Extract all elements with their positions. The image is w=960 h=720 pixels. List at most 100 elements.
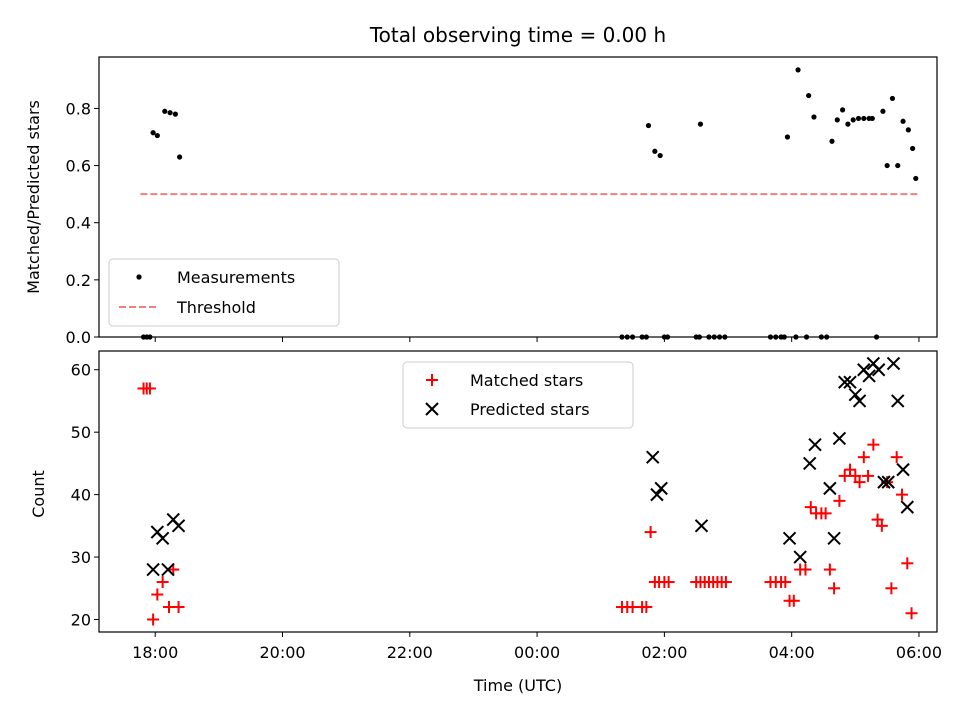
measurement-point — [657, 152, 663, 159]
measurement-point — [829, 138, 835, 144]
measurement-point — [811, 114, 817, 120]
matched-point — [862, 469, 875, 482]
predicted-point — [650, 487, 664, 502]
predicted-point — [161, 562, 175, 577]
bottom-y-tick-label: 20 — [71, 611, 91, 630]
bottom-y-tick-label: 50 — [71, 423, 91, 442]
predicted-point — [877, 475, 891, 489]
predicted-point — [155, 531, 170, 546]
bottom-legend: Matched stars Predicted stars — [402, 361, 634, 429]
top-y-tick-label: 0.4 — [66, 214, 91, 233]
matched-point — [662, 576, 675, 589]
top-y-tick-label: 0.6 — [66, 157, 91, 176]
matched-point — [779, 576, 792, 589]
matched-point — [885, 582, 898, 595]
matched-point — [147, 613, 160, 626]
bottom-x-tick-label: 02:00 — [641, 643, 687, 662]
measurement-point — [177, 154, 183, 160]
measurement-point — [869, 115, 875, 122]
bottom-x-ticks: 18:00 20:00 22:00 00:00 02:00 04:00 06:00 — [132, 632, 942, 662]
matched-point — [787, 594, 800, 607]
matched-point — [853, 476, 866, 489]
bottom-axes: 20 30 40 50 60 18:00 20:00 22:00 00:00 02:00 04:0… — [29, 350, 942, 695]
matched-point — [156, 576, 169, 589]
top-y-tick-label: 0.0 — [66, 328, 91, 347]
measurement-point — [889, 95, 896, 102]
legend-measurements-marker — [136, 274, 142, 280]
measurement-point — [172, 111, 178, 117]
predicted-point — [871, 363, 886, 377]
measurement-point — [880, 108, 886, 114]
predicted-point — [900, 500, 915, 514]
predicted-point — [654, 481, 668, 496]
measurement-point — [845, 121, 851, 127]
predicted-point — [896, 462, 910, 477]
predicted-point — [862, 369, 876, 383]
matched-point — [828, 582, 841, 595]
predicted-point — [146, 562, 160, 577]
matched-point — [804, 501, 817, 514]
bottom-matched-layer — [137, 382, 918, 626]
top-points-layer — [140, 67, 919, 340]
predicted-point — [881, 475, 895, 489]
x-axis-label: Time (UTC) — [473, 676, 562, 695]
measurement-point — [697, 121, 704, 127]
measurement-point — [861, 115, 867, 122]
bottom-y-ticks: 20 30 40 50 60 — [71, 361, 99, 630]
matched-point — [895, 488, 908, 501]
top-legend-box — [108, 258, 340, 327]
top-legend: Measurements Threshold — [108, 258, 340, 327]
measurement-point — [834, 117, 840, 123]
matched-point — [823, 563, 836, 576]
top-y-tick-label: 0.8 — [66, 99, 91, 118]
measurement-point — [905, 127, 911, 133]
legend-predicted-label: Predicted stars — [470, 400, 590, 419]
bottom-y-tick-label: 40 — [71, 486, 91, 505]
matched-point — [901, 557, 914, 570]
bottom-x-tick-label: 04:00 — [769, 643, 815, 662]
predicted-point — [886, 356, 901, 371]
top-y-ticks: 0.0 0.2 0.4 0.6 0.8 — [66, 99, 99, 347]
predicted-point — [891, 394, 905, 408]
legend-predicted-marker — [425, 402, 439, 416]
matched-point — [838, 469, 851, 482]
measurement-point — [795, 67, 801, 73]
bottom-x-tick-label: 20:00 — [259, 643, 305, 662]
measurement-point — [913, 175, 919, 182]
legend-matched-label: Matched stars — [470, 371, 583, 390]
predicted-point — [808, 437, 822, 452]
bottom-x-tick-label: 00:00 — [514, 643, 560, 662]
bottom-x-tick-label: 22:00 — [387, 643, 433, 662]
measurement-point — [784, 134, 791, 140]
matched-point — [640, 601, 653, 614]
bottom-y-axis-label: Count — [29, 470, 48, 518]
measurement-point — [806, 92, 812, 99]
bottom-predicted-layer — [146, 356, 915, 577]
measurement-point — [167, 110, 173, 116]
measurement-point — [154, 132, 160, 139]
measurement-point — [162, 108, 168, 114]
matched-point — [857, 451, 870, 464]
measurement-point — [150, 130, 156, 136]
matched-point — [867, 438, 880, 451]
measurement-point — [645, 122, 652, 129]
predicted-point — [823, 481, 837, 496]
top-y-axis-label: Matched/Predicted stars — [24, 100, 43, 294]
matched-point — [871, 513, 884, 526]
legend-measurements-label: Measurements — [177, 268, 295, 287]
predicted-point — [171, 519, 186, 533]
predicted-point — [852, 394, 867, 408]
top-plot-frame — [98, 56, 938, 338]
matched-point — [799, 563, 812, 576]
matched-point — [172, 601, 185, 614]
predicted-point — [832, 431, 847, 446]
predicted-point — [793, 550, 807, 564]
bottom-x-tick-label: 18:00 — [132, 643, 178, 662]
matched-point — [875, 519, 888, 532]
top-y-tick-label: 0.2 — [66, 271, 91, 290]
matched-point — [151, 588, 164, 601]
matched-point — [849, 469, 862, 482]
bottom-y-tick-label: 60 — [71, 361, 91, 380]
measurement-point — [850, 117, 856, 123]
